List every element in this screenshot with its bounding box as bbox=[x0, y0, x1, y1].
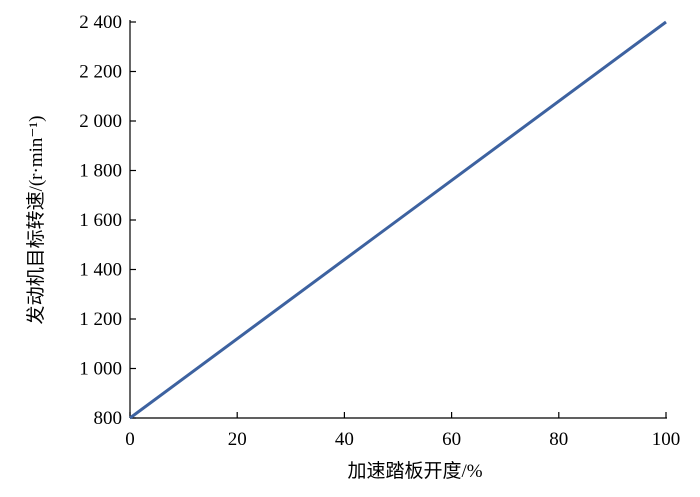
x-tick-label: 0 bbox=[125, 429, 135, 450]
y-tick-label: 2 400 bbox=[79, 12, 122, 33]
line bbox=[129, 20, 667, 420]
y-axis-label: 发动机目标转速/(r·min⁻¹) bbox=[25, 116, 47, 325]
y-tick-label: 1 200 bbox=[79, 309, 122, 330]
x-axis-label: 加速踏板开度/% bbox=[347, 460, 482, 482]
y-tick-label: 1 600 bbox=[79, 210, 122, 231]
y-tick-label: 1 400 bbox=[79, 260, 122, 281]
y-tick-label: 1 000 bbox=[79, 359, 122, 380]
y-tick-label: 2 200 bbox=[79, 62, 122, 83]
x-tick-label: 100 bbox=[652, 429, 681, 450]
y-tick-label: 2 000 bbox=[79, 111, 122, 132]
x-tick-label: 80 bbox=[549, 429, 568, 450]
x-tick-label: 60 bbox=[442, 429, 461, 450]
x-tick-label: 20 bbox=[228, 429, 247, 450]
y-tick-label: 1 800 bbox=[79, 161, 122, 182]
x-tick-label: 40 bbox=[335, 429, 354, 450]
y-tick-label: 800 bbox=[94, 408, 123, 429]
